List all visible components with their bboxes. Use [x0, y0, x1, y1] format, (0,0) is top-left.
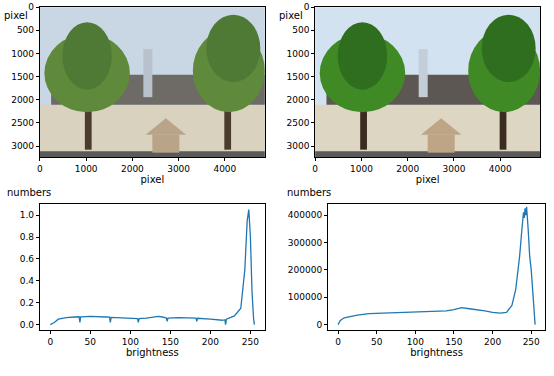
svg-text:200000: 200000 [288, 265, 323, 275]
svg-text:100000: 100000 [288, 292, 323, 302]
svg-text:0.4: 0.4 [20, 276, 35, 286]
svg-text:2000: 2000 [11, 95, 34, 105]
svg-text:1000: 1000 [75, 164, 98, 174]
svg-text:250: 250 [242, 337, 259, 347]
svg-text:1500: 1500 [11, 72, 34, 82]
svg-text:0: 0 [316, 320, 322, 330]
svg-text:brightness: brightness [410, 347, 463, 358]
svg-text:2500: 2500 [11, 118, 34, 128]
svg-text:1000: 1000 [287, 49, 310, 59]
svg-text:0.2: 0.2 [20, 298, 34, 308]
svg-text:2000: 2000 [287, 95, 310, 105]
svg-text:4000: 4000 [489, 164, 512, 174]
svg-text:0: 0 [37, 164, 43, 174]
svg-text:500: 500 [292, 25, 309, 35]
svg-text:0.8: 0.8 [20, 232, 35, 242]
svg-text:4000: 4000 [213, 164, 236, 174]
svg-text:0: 0 [304, 2, 310, 12]
svg-text:2000: 2000 [396, 164, 419, 174]
svg-text:50: 50 [371, 337, 383, 347]
svg-text:400000: 400000 [288, 210, 323, 220]
svg-text:200: 200 [484, 337, 501, 347]
svg-text:2500: 2500 [287, 118, 310, 128]
svg-text:300000: 300000 [288, 238, 323, 248]
svg-text:0: 0 [28, 2, 34, 12]
svg-text:brightness: brightness [126, 347, 179, 358]
svg-text:150: 150 [445, 337, 462, 347]
svg-text:numbers: numbers [7, 187, 51, 198]
svg-text:3000: 3000 [443, 164, 466, 174]
svg-text:50: 50 [85, 337, 97, 347]
svg-text:1000: 1000 [350, 164, 373, 174]
svg-text:2000: 2000 [121, 164, 144, 174]
svg-text:3000: 3000 [167, 164, 190, 174]
svg-text:1000: 1000 [11, 49, 34, 59]
svg-text:numbers: numbers [287, 187, 331, 198]
svg-text:0.6: 0.6 [20, 254, 35, 264]
svg-text:0: 0 [47, 337, 53, 347]
svg-text:3000: 3000 [11, 141, 34, 151]
svg-text:0.0: 0.0 [20, 320, 35, 330]
svg-text:250: 250 [523, 337, 540, 347]
svg-text:1.0: 1.0 [20, 210, 35, 220]
svg-text:150: 150 [162, 337, 179, 347]
svg-text:pixel: pixel [141, 174, 165, 185]
svg-text:3000: 3000 [287, 141, 310, 151]
svg-text:pixel: pixel [416, 174, 440, 185]
svg-text:500: 500 [17, 25, 34, 35]
svg-text:100: 100 [407, 337, 424, 347]
svg-text:100: 100 [122, 337, 139, 347]
svg-text:0: 0 [335, 337, 341, 347]
svg-text:pixel: pixel [279, 10, 303, 21]
svg-text:1500: 1500 [287, 72, 310, 82]
svg-text:0: 0 [312, 164, 318, 174]
svg-text:200: 200 [202, 337, 219, 347]
svg-text:pixel: pixel [4, 10, 28, 21]
